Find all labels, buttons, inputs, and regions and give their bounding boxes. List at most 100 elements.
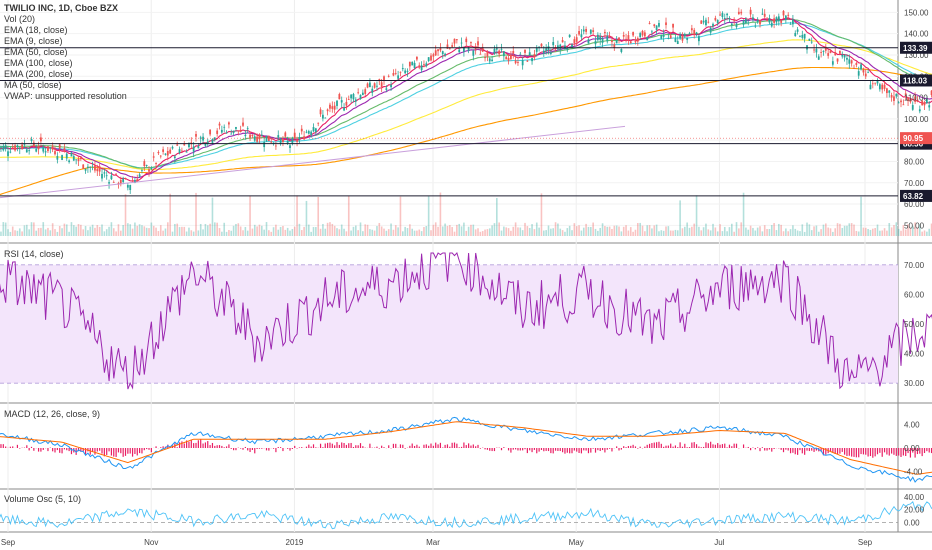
- candle-body: [902, 104, 905, 106]
- rsi-pane-label: RSI (14, close): [4, 249, 64, 259]
- macd-histogram-bar: [117, 448, 120, 453]
- macd-histogram-bar: [82, 448, 84, 452]
- volume-bar: [467, 226, 470, 236]
- macd-histogram-bar: [444, 444, 446, 448]
- macd-histogram-bar: [787, 448, 789, 451]
- volume-bar: [510, 230, 512, 236]
- macd-histogram-bar: [754, 448, 756, 450]
- candle-body: [672, 23, 674, 28]
- macd-histogram-bar: [799, 448, 801, 451]
- volume-bar: [486, 229, 489, 236]
- candle-body: [486, 51, 489, 57]
- macd-histogram-bar: [453, 442, 456, 448]
- macd-histogram-bar: [477, 444, 479, 448]
- candle-body: [714, 17, 717, 21]
- candle-body: [846, 57, 848, 60]
- candle-body: [526, 60, 529, 62]
- volume-bar: [632, 231, 634, 236]
- macd-histogram-bar: [648, 443, 651, 448]
- macd-histogram-bar: [858, 448, 860, 458]
- macd-histogram-bar: [315, 447, 317, 448]
- volume-bar: [850, 223, 853, 236]
- volume-bar: [914, 222, 916, 236]
- volume-bar: [14, 230, 16, 236]
- macd-histogram-bar: [103, 448, 105, 457]
- macd-histogram-bar: [780, 448, 782, 450]
- volume-bar: [869, 229, 872, 236]
- candle-body: [925, 98, 928, 104]
- candle-body: [895, 93, 898, 97]
- volume-bar: [355, 225, 357, 236]
- volume-bar: [731, 223, 733, 236]
- macd-histogram-bar: [47, 448, 49, 452]
- volume-bar: [672, 230, 674, 236]
- time-tick-label: May: [569, 538, 584, 547]
- volume-bar: [568, 225, 571, 236]
- candle-body: [82, 164, 85, 169]
- candle-body: [918, 109, 921, 112]
- candle-body: [789, 23, 792, 25]
- volume-bar: [230, 230, 233, 236]
- macd-histogram-bar: [524, 448, 526, 450]
- volume-bar: [740, 222, 743, 236]
- macd-histogram-bar: [56, 448, 58, 451]
- volume-bar: [289, 230, 291, 236]
- volume-bar: [817, 231, 820, 236]
- candle-body: [75, 159, 78, 161]
- volume-bar: [390, 223, 392, 236]
- volume-bar: [357, 230, 359, 236]
- candle-body: [347, 99, 350, 100]
- candle-body: [890, 95, 893, 98]
- candle-body: [498, 50, 501, 55]
- volume-bar: [380, 226, 383, 236]
- candle-body: [566, 47, 569, 50]
- volume-bar: [669, 230, 672, 236]
- volume-bar: [855, 230, 858, 236]
- volume-bar: [284, 229, 287, 236]
- candle-body: [467, 48, 470, 51]
- volume-bar: [719, 224, 721, 236]
- volume-bar: [571, 230, 573, 236]
- candle-body: [460, 42, 463, 44]
- macd-histogram-bar: [923, 448, 926, 454]
- macd-histogram-bar: [841, 448, 843, 452]
- candle-body: [284, 132, 287, 137]
- candle-body: [561, 40, 564, 43]
- volume-bar: [235, 223, 237, 236]
- candle-body: [32, 142, 35, 147]
- volume-bar: [714, 227, 717, 236]
- candle-body: [552, 41, 555, 46]
- volume-bar: [16, 230, 19, 236]
- macd-histogram-bar: [512, 448, 514, 450]
- volume-bar: [143, 226, 146, 236]
- macd-histogram-bar: [691, 442, 693, 448]
- volume-bar: [68, 231, 70, 236]
- candle-body: [84, 168, 87, 171]
- candle-body: [333, 105, 336, 110]
- candle-body: [23, 143, 26, 145]
- volume-bar: [350, 230, 352, 236]
- candle-body: [855, 63, 858, 65]
- macd-histogram-bar: [630, 445, 632, 448]
- candle-body: [397, 75, 400, 79]
- macd-histogram-bar: [562, 448, 564, 453]
- candle-body: [9, 151, 12, 153]
- candle-body: [542, 50, 545, 54]
- macd-histogram-bar: [399, 444, 402, 448]
- candle-body: [451, 45, 454, 47]
- candle-body: [669, 35, 672, 39]
- candle-body: [575, 37, 578, 42]
- macd-histogram-bar: [26, 445, 28, 448]
- volume-bar: [832, 231, 834, 236]
- volume-bar: [444, 223, 446, 236]
- volume-bar: [425, 226, 428, 236]
- volume-bar: [599, 227, 602, 236]
- macd-histogram-bar: [832, 448, 834, 453]
- volume-bar: [496, 197, 498, 236]
- macd-histogram-bar: [0, 444, 2, 448]
- candle-body: [667, 38, 670, 39]
- volume-bar: [159, 225, 162, 236]
- level-badge-label: 133.39: [903, 44, 928, 53]
